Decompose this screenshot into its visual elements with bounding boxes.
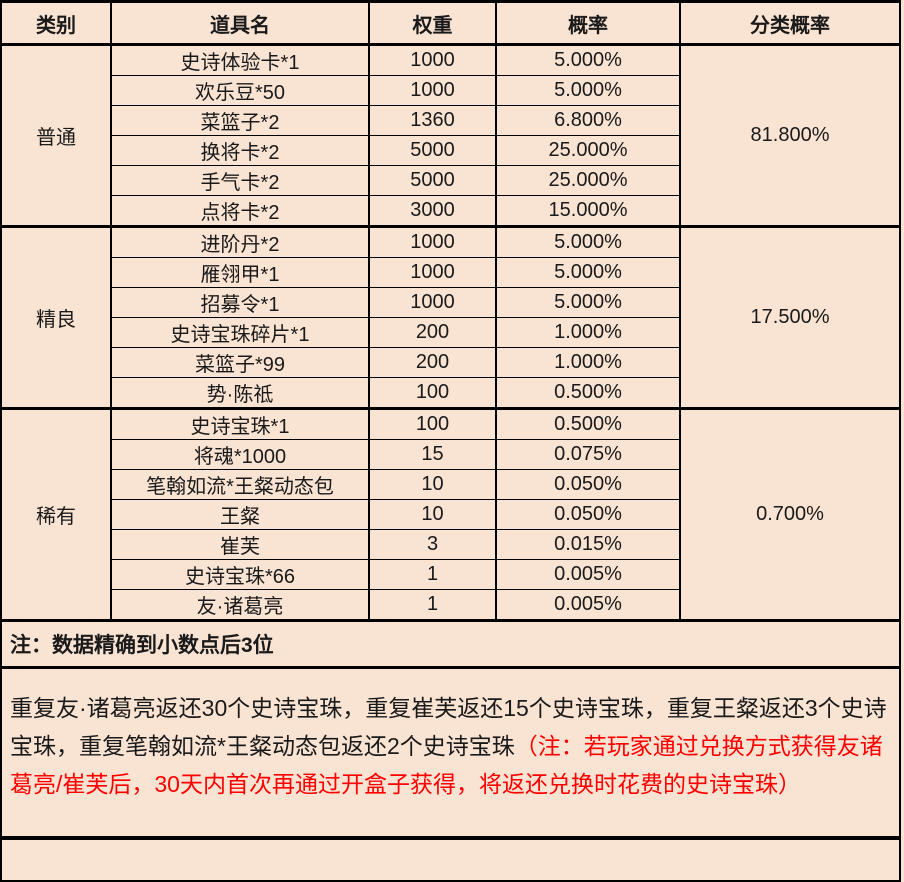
category-probability-cell: 81.800%	[679, 43, 901, 228]
item-row: 势·陈祗 100 0.500%	[1, 377, 900, 409]
item-weight-cell: 100	[368, 377, 497, 409]
category-cell: 稀有	[0, 407, 112, 622]
item-row: 普通 史诗体验卡*1 1000 5.000% 81.800%	[0, 43, 901, 228]
item-name-cell: 欢乐豆*50	[110, 75, 370, 106]
category-probability-cell: 0.700%	[679, 407, 901, 622]
item-name-cell: 友·诸葛亮	[110, 589, 370, 621]
item-probability-cell: 5.000%	[495, 75, 681, 106]
item-row: 友·诸葛亮 1 0.005%	[1, 589, 900, 621]
item-row: 史诗宝珠*66 1 0.005%	[1, 559, 900, 590]
item-weight-cell: 10	[368, 469, 497, 500]
header-row: 类别 道具名 权重 概率 分类概率	[0, 0, 901, 46]
items-body: 普通 史诗体验卡*1 1000 5.000% 81.800% 欢乐豆*50 1000 5.00…	[0, 43, 901, 622]
item-probability-cell: 25.000%	[495, 165, 681, 196]
item-weight-cell: 200	[368, 347, 497, 378]
item-probability-cell: 0.500%	[495, 377, 681, 409]
item-weight-cell: 1000	[368, 43, 497, 76]
item-name-cell: 招募令*1	[110, 287, 370, 318]
item-row: 稀有 史诗宝珠*1 100 0.500% 0.700%	[0, 407, 901, 622]
item-probability-cell: 25.000%	[495, 135, 681, 166]
item-weight-cell: 15	[368, 439, 497, 470]
item-row: 精良 进阶丹*2 1000 5.000% 17.500%	[0, 225, 901, 410]
item-weight-cell: 5000	[368, 165, 497, 196]
item-name-cell: 进阶丹*2	[110, 225, 370, 258]
item-name-cell: 换将卡*2	[110, 135, 370, 166]
category-probability-cell: 17.500%	[679, 225, 901, 410]
table-note: 注：数据精确到小数点后3位	[0, 619, 901, 669]
table-header: 类别 道具名 权重 概率 分类概率	[0, 0, 901, 46]
item-row: 手气卡*2 5000 25.000%	[1, 165, 900, 196]
item-probability-cell: 0.500%	[495, 407, 681, 440]
category-cell: 普通	[0, 43, 112, 228]
item-probability-cell: 0.050%	[495, 469, 681, 500]
item-name-cell: 菜篮子*99	[110, 347, 370, 378]
item-probability-cell: 5.000%	[495, 257, 681, 288]
item-weight-cell: 1	[368, 559, 497, 590]
item-weight-cell: 100	[368, 407, 497, 440]
item-probability-cell: 5.000%	[495, 287, 681, 318]
item-row: 菜篮子*99 200 1.000%	[1, 347, 900, 378]
item-name-cell: 史诗宝珠碎片*1	[110, 317, 370, 348]
item-probability-cell: 0.075%	[495, 439, 681, 470]
item-row: 欢乐豆*50 1000 5.000%	[1, 75, 900, 106]
empty-row	[0, 836, 901, 882]
column-header-category: 类别	[0, 0, 112, 46]
item-probability-cell: 5.000%	[495, 225, 681, 258]
column-header-category-probability: 分类概率	[679, 0, 901, 46]
item-row: 点将卡*2 3000 15.000%	[1, 195, 900, 227]
item-name-cell: 将魂*1000	[110, 439, 370, 470]
item-row: 换将卡*2 5000 25.000%	[1, 135, 900, 166]
item-name-cell: 史诗宝珠*1	[110, 407, 370, 440]
item-probability-cell: 15.000%	[495, 195, 681, 227]
item-name-cell: 势·陈祗	[110, 377, 370, 409]
item-weight-cell: 1000	[368, 287, 497, 318]
item-weight-cell: 3000	[368, 195, 497, 227]
column-header-weight: 权重	[368, 0, 497, 46]
item-probability-cell: 6.800%	[495, 105, 681, 136]
footer-paragraph: 重复友·诸葛亮返还30个史诗宝珠，重复崔芙返还15个史诗宝珠，重复王粲返还3个史…	[0, 666, 901, 840]
item-weight-cell: 1000	[368, 225, 497, 258]
item-name-cell: 点将卡*2	[110, 195, 370, 227]
item-row: 将魂*1000 15 0.075%	[1, 439, 900, 470]
note-row: 注：数据精确到小数点后3位	[0, 619, 901, 669]
footer-row: 重复友·诸葛亮返还30个史诗宝珠，重复崔芙返还15个史诗宝珠，重复王粲返还3个史…	[0, 666, 901, 840]
item-weight-cell: 10	[368, 499, 497, 530]
item-weight-cell: 3	[368, 529, 497, 560]
column-header-item-name: 道具名	[110, 0, 370, 46]
item-probability-cell: 0.005%	[495, 589, 681, 621]
item-name-cell: 笔翰如流*王粲动态包	[110, 469, 370, 500]
item-probability-cell: 1.000%	[495, 317, 681, 348]
item-row: 史诗宝珠碎片*1 200 1.000%	[1, 317, 900, 348]
item-name-cell: 王粲	[110, 499, 370, 530]
item-weight-cell: 1360	[368, 105, 497, 136]
footer-text-black: 重复友·诸葛亮返还30个史诗宝珠，重复崔芙返还15个史诗宝珠，重复王粲返还3个史…	[10, 695, 887, 759]
item-weight-cell: 5000	[368, 135, 497, 166]
footer-text-red: （注：若玩家通过兑换方式获得友诸葛亮/崔芙后，30天内首次再通过开盒子获得，将返…	[10, 733, 883, 797]
item-name-cell: 史诗体验卡*1	[110, 43, 370, 76]
item-weight-cell: 1000	[368, 257, 497, 288]
category-cell: 精良	[0, 225, 112, 410]
item-name-cell: 崔芙	[110, 529, 370, 560]
item-probability-cell: 0.005%	[495, 559, 681, 590]
item-probability-cell: 0.050%	[495, 499, 681, 530]
item-weight-cell: 1000	[368, 75, 497, 106]
item-probability-cell: 1.000%	[495, 347, 681, 378]
item-probability-cell: 0.015%	[495, 529, 681, 560]
empty-cell	[0, 836, 901, 882]
item-name-cell: 雁翎甲*1	[110, 257, 370, 288]
item-row: 崔芙 3 0.015%	[1, 529, 900, 560]
item-name-cell: 史诗宝珠*66	[110, 559, 370, 590]
column-header-probability: 概率	[495, 0, 681, 46]
item-name-cell: 菜篮子*2	[110, 105, 370, 136]
table-footer: 注：数据精确到小数点后3位 重复友·诸葛亮返还30个史诗宝珠，重复崔芙返还15个…	[0, 619, 901, 882]
item-weight-cell: 1	[368, 589, 497, 621]
item-name-cell: 手气卡*2	[110, 165, 370, 196]
item-row: 菜篮子*2 1360 6.800%	[1, 105, 900, 136]
item-row: 招募令*1 1000 5.000%	[1, 287, 900, 318]
item-row: 雁翎甲*1 1000 5.000%	[1, 257, 900, 288]
item-weight-cell: 200	[368, 317, 497, 348]
item-probability-cell: 5.000%	[495, 43, 681, 76]
